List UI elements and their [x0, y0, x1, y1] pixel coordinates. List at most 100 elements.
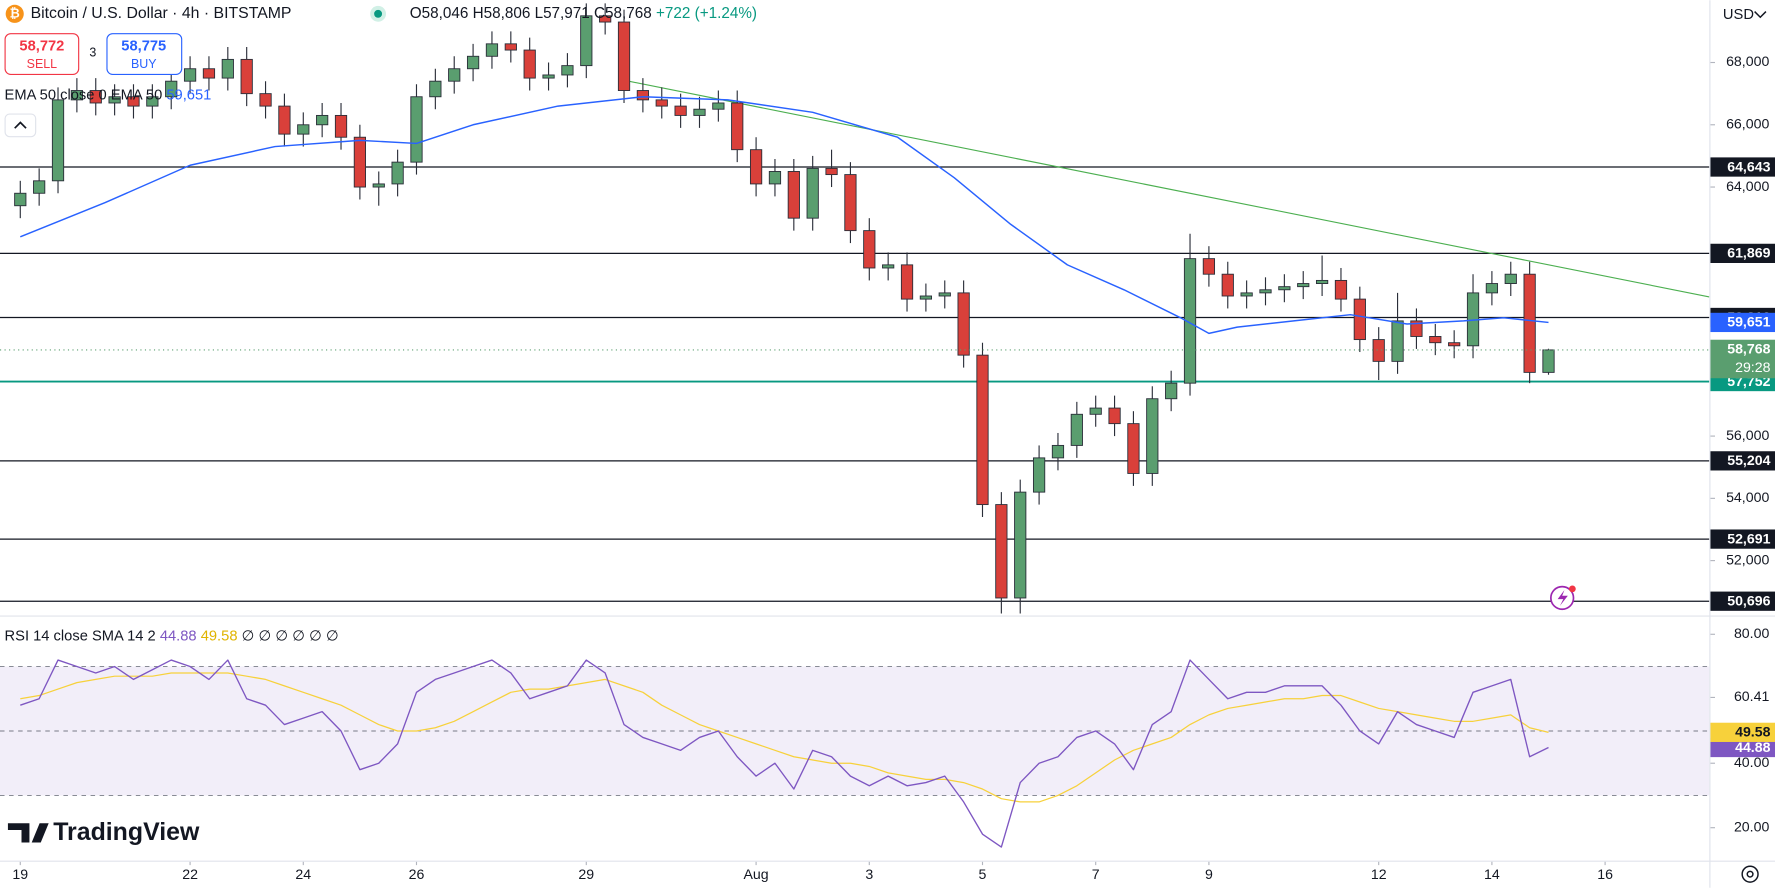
rsi-legend: RSI 14 close SMA 14 2 44.88 49.58 ∅ ∅ ∅ …	[5, 628, 339, 644]
price-badge-bg	[1710, 312, 1775, 333]
level-label-bg	[1710, 243, 1775, 263]
y-tick-label: 68,000	[1726, 53, 1769, 69]
change: +722 (+1.24%)	[656, 5, 757, 22]
open: O58,046	[410, 5, 469, 22]
ema-line	[20, 96, 1549, 335]
candle-body	[297, 124, 310, 135]
candle-body	[938, 292, 951, 297]
candle-body	[1372, 339, 1385, 362]
candle-body	[108, 96, 121, 104]
candle-body	[1165, 382, 1178, 400]
level-label: 64,643	[1727, 158, 1770, 174]
x-tick-label: 14	[1484, 866, 1500, 882]
brand-logo	[7, 823, 49, 843]
x-tick-label: 3	[865, 866, 873, 882]
candle-body	[825, 167, 838, 176]
buy-button[interactable]	[106, 33, 183, 75]
candle-body	[240, 58, 253, 95]
candle-body	[146, 96, 159, 107]
candle-body	[70, 90, 83, 101]
candle-body	[1202, 258, 1216, 275]
x-tick-label: 12	[1371, 866, 1387, 882]
candle-body	[202, 68, 216, 79]
symbol-title[interactable]: Bitcoin / U.S. Dollar · 4h · BITSTAMP	[31, 5, 292, 22]
ohlc-legend: O58,046 H58,806 L57,971 C58,768 +722 (+1…	[410, 5, 757, 22]
collapse-button[interactable]	[4, 113, 37, 138]
candle-body	[89, 90, 102, 104]
x-tick-label: 16	[1597, 866, 1613, 882]
x-tick-label: 22	[182, 866, 198, 882]
rsi-sma-value: 49.58	[201, 628, 238, 644]
y-tick-label: 20.00	[1734, 818, 1770, 834]
candle-body	[1485, 283, 1499, 294]
candle-body	[1259, 289, 1272, 294]
rsi-badge-bg	[1710, 737, 1775, 758]
high: H58,806	[473, 5, 531, 22]
rsi-value: 44.88	[160, 628, 197, 644]
candle-body	[806, 167, 819, 219]
candle-body	[183, 68, 197, 82]
candle-body	[1334, 279, 1348, 300]
candle-body	[1353, 298, 1366, 341]
candle-body	[674, 105, 687, 116]
low: L57,971	[535, 5, 590, 22]
rsi-pane	[0, 659, 1710, 848]
candle-body	[844, 174, 857, 232]
candle-body	[976, 354, 989, 506]
candle-body	[1051, 444, 1065, 459]
candle-body	[259, 93, 272, 107]
y-tick-label: 40.00	[1734, 754, 1770, 770]
rsi-title: RSI 14 close SMA 14 2	[5, 628, 156, 644]
close: C58,768	[594, 5, 652, 22]
candle-body	[1014, 491, 1027, 599]
rsi-badge: 44.88	[1735, 739, 1771, 755]
x-tick-label: 26	[409, 866, 425, 882]
indicator-value: 59,651	[166, 87, 211, 103]
candle-body	[334, 114, 348, 138]
y-tick-label: 52,000	[1726, 551, 1769, 567]
candle-body	[1429, 336, 1442, 344]
candle-body	[1448, 342, 1461, 347]
candle-body	[1410, 320, 1423, 337]
candle-body	[1146, 398, 1159, 474]
brand-name: TradingView	[53, 818, 200, 846]
level-label: 61,869	[1727, 245, 1770, 261]
chevron-icon	[14, 121, 27, 129]
candle-body	[1297, 283, 1310, 288]
candle-body	[448, 68, 461, 82]
level-label: 50,696	[1727, 593, 1770, 609]
candle-body	[636, 90, 650, 101]
currency-button[interactable]: USD	[1723, 7, 1754, 23]
candle-body	[768, 171, 782, 185]
candle-body	[900, 264, 914, 300]
candle-body	[51, 99, 65, 182]
alert-dot	[1568, 585, 1576, 593]
status-dot	[374, 9, 383, 18]
candle-body	[485, 43, 499, 57]
x-tick-label: Aug	[744, 866, 769, 882]
price-badge-bg	[1710, 339, 1775, 379]
settings-icon[interactable]	[1741, 865, 1759, 883]
candle-body	[561, 65, 574, 76]
sell-price: 58,772	[19, 39, 64, 55]
candle-body	[221, 58, 234, 79]
candle-body	[1183, 258, 1197, 384]
candle-body	[1127, 423, 1140, 474]
sell-button[interactable]	[4, 33, 80, 75]
x-tick-label: 19	[12, 866, 28, 882]
price-badge: 58,768	[1727, 341, 1770, 357]
candle-body	[316, 114, 329, 126]
price-pane	[0, 3, 1710, 614]
candle-body	[410, 96, 423, 163]
level-label: 55,204	[1727, 452, 1770, 468]
y-tick-label: 56,000	[1726, 427, 1769, 443]
candle-body	[1391, 320, 1404, 362]
y-tick-label: 60.41	[1734, 688, 1770, 704]
candle-body	[1315, 279, 1329, 284]
bitcoin-icon	[5, 4, 24, 23]
spread: 3	[89, 46, 96, 60]
x-tick-label: 29	[578, 866, 594, 882]
candle-body	[995, 504, 1008, 599]
candle-body	[749, 149, 763, 185]
